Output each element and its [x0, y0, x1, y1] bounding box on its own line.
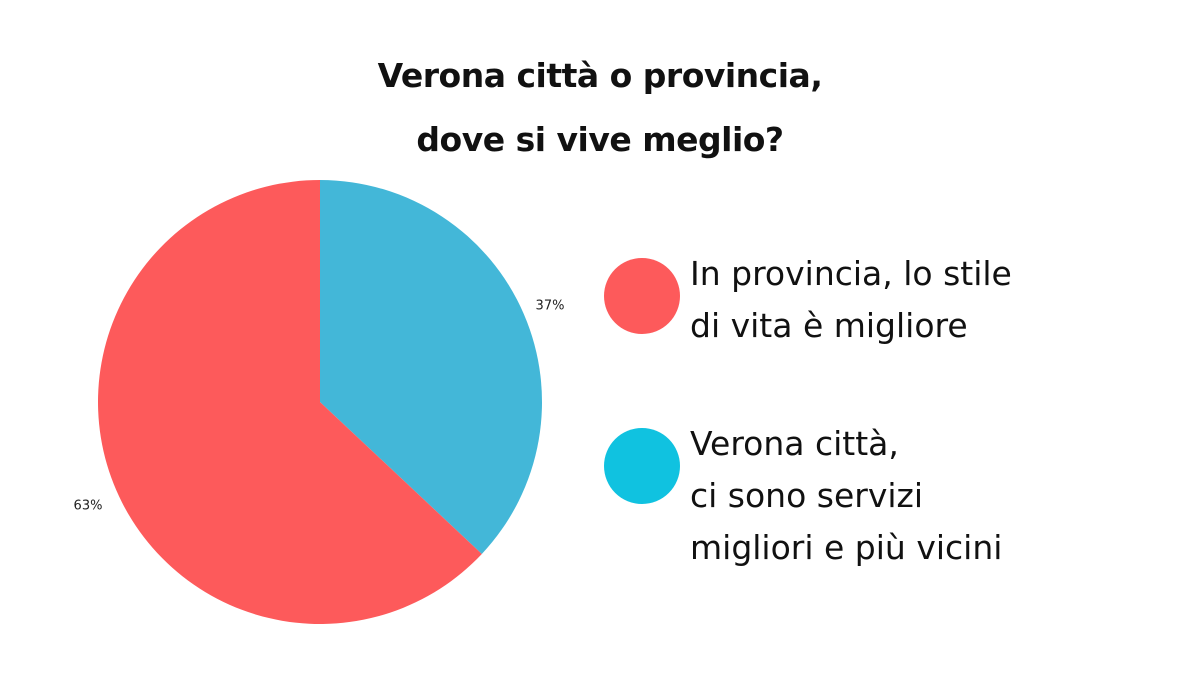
- pie-slice: [98, 180, 482, 624]
- legend-swatch-citta: [604, 428, 680, 504]
- legend-label-line: Verona città,: [690, 424, 899, 463]
- chart-title: Verona città o provincia, dove si vive m…: [300, 44, 900, 172]
- legend-label-citta: Verona città, ci sono servizi migliori e…: [690, 418, 1190, 574]
- legend-label-provincia: In provincia, lo stile di vita è miglior…: [690, 248, 1190, 352]
- pie-slice: [320, 180, 543, 554]
- legend-label-line: migliori e più vicini: [690, 528, 1003, 567]
- legend-label-line: ci sono servizi: [690, 476, 924, 515]
- legend-label-line: di vita è migliore: [690, 306, 968, 345]
- pie-chart: 37% 63%: [74, 180, 565, 624]
- chart-title-line-1: Verona città o provincia,: [377, 56, 823, 95]
- legend-label-line: In provincia, lo stile: [690, 254, 1012, 293]
- slice-percent-label: 63%: [74, 499, 103, 514]
- legend-swatch-provincia: [604, 258, 680, 334]
- slice-percent-label: 37%: [536, 299, 565, 314]
- chart-title-line-2: dove si vive meglio?: [416, 120, 784, 159]
